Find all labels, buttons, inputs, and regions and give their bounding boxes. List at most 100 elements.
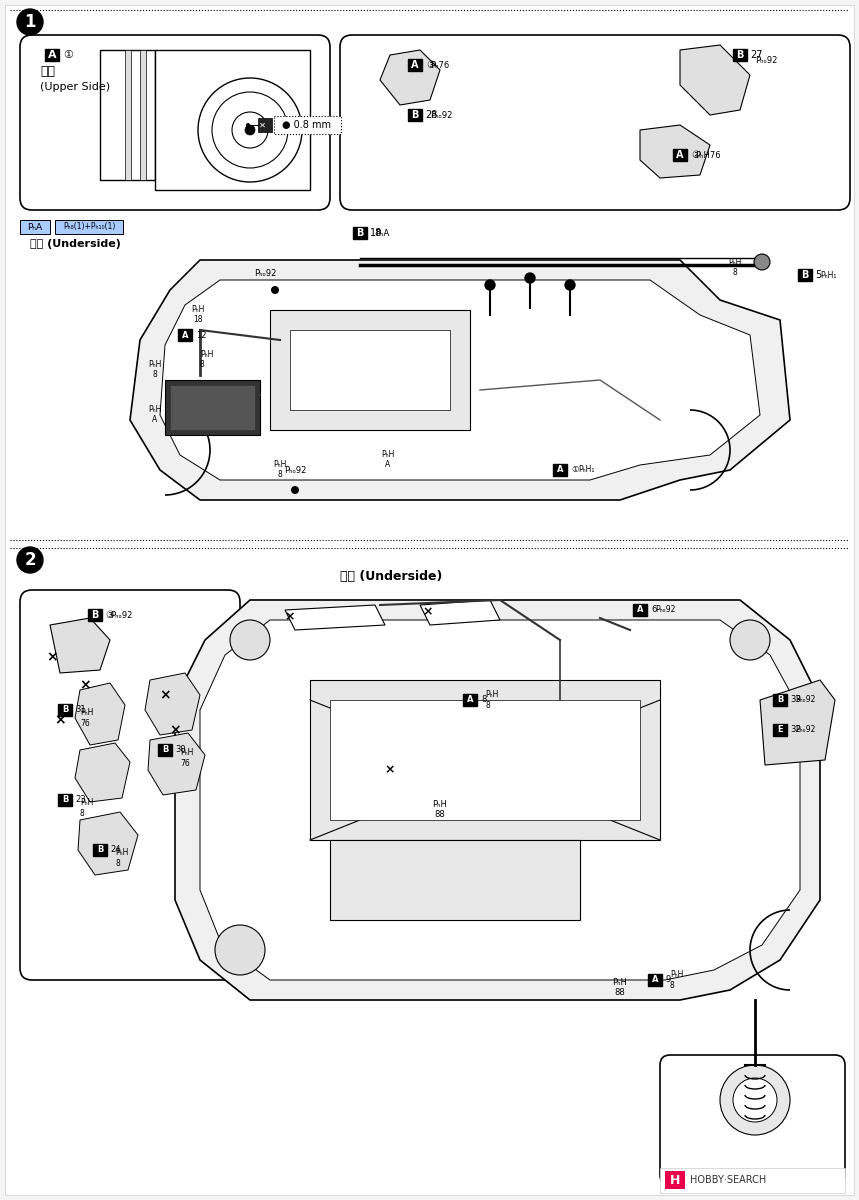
Text: Pₕ₈(1)+Pₕ₁₀(1): Pₕ₈(1)+Pₕ₁₀(1) [63, 222, 115, 232]
Bar [158, 744, 172, 756]
Text: 31: 31 [75, 706, 86, 714]
Text: A: A [466, 696, 473, 704]
Text: A: A [652, 976, 658, 984]
Polygon shape [200, 620, 800, 980]
FancyBboxPatch shape [274, 116, 341, 134]
Text: ×: × [159, 688, 171, 702]
Text: ×: × [79, 678, 91, 692]
Text: Pₕ76: Pₕ76 [430, 60, 449, 70]
Circle shape [754, 254, 770, 270]
Circle shape [17, 547, 43, 572]
Text: PₕH
76: PₕH 76 [180, 749, 193, 768]
Text: ×: × [385, 763, 395, 776]
Circle shape [245, 125, 255, 134]
Circle shape [733, 1078, 777, 1122]
Text: 1: 1 [24, 13, 36, 31]
Text: Pₕₒ92: Pₕₒ92 [795, 726, 815, 734]
Text: PₕH
88: PₕH 88 [612, 978, 627, 997]
Text: ③: ③ [426, 60, 435, 70]
Bar [55, 220, 123, 234]
Polygon shape [130, 260, 790, 500]
Text: B: B [97, 846, 103, 854]
Polygon shape [145, 673, 200, 734]
Text: 5: 5 [815, 270, 821, 280]
Bar [140, 50, 146, 180]
Text: 24: 24 [110, 846, 120, 854]
Circle shape [230, 620, 270, 660]
Text: 30: 30 [175, 745, 186, 755]
Text: 18: 18 [370, 228, 382, 238]
Text: PₕH
8: PₕH 8 [200, 350, 213, 370]
FancyBboxPatch shape [20, 590, 240, 980]
Text: B: B [801, 270, 808, 280]
Bar [648, 974, 662, 986]
Text: 27: 27 [750, 50, 763, 60]
Text: ×: × [54, 713, 66, 727]
Bar [330, 700, 640, 820]
Bar [633, 604, 647, 616]
Text: PₕA: PₕA [375, 228, 389, 238]
Polygon shape [75, 683, 125, 745]
Text: 8: 8 [481, 696, 486, 704]
FancyBboxPatch shape [660, 1055, 845, 1186]
Text: A: A [48, 50, 57, 60]
Polygon shape [380, 50, 440, 104]
Text: ①: ① [571, 466, 578, 474]
Text: 下側 (Underside): 下側 (Underside) [30, 239, 121, 248]
Text: Pₕₒ92: Pₕₒ92 [283, 466, 306, 475]
Text: 9: 9 [666, 976, 671, 984]
Text: 下側 (Underside): 下側 (Underside) [340, 570, 442, 583]
Text: B: B [62, 706, 68, 714]
Bar [165, 380, 260, 434]
Text: ②: ② [691, 150, 700, 160]
Bar [733, 49, 747, 61]
Text: B: B [161, 745, 168, 755]
Text: 33: 33 [790, 696, 801, 704]
Bar [408, 59, 422, 71]
Text: PₕH
8: PₕH 8 [149, 360, 161, 379]
Polygon shape [50, 618, 110, 673]
Text: A: A [637, 606, 643, 614]
Text: PₕH
8: PₕH 8 [670, 971, 684, 990]
Text: (Upper Side): (Upper Side) [40, 82, 110, 92]
Text: ①: ① [63, 50, 73, 60]
Circle shape [198, 78, 302, 182]
Text: B: B [91, 610, 99, 620]
FancyBboxPatch shape [20, 35, 330, 210]
Text: PₕH
76: PₕH 76 [80, 708, 94, 727]
Bar [773, 724, 787, 736]
Bar [665, 1171, 685, 1189]
Circle shape [271, 286, 279, 294]
Text: ✕: ✕ [259, 120, 265, 130]
Text: PₕH
8: PₕH 8 [485, 690, 498, 709]
Polygon shape [285, 605, 385, 630]
Circle shape [246, 122, 250, 127]
Text: 23: 23 [75, 796, 86, 804]
Circle shape [485, 280, 495, 290]
Bar [798, 269, 812, 281]
Text: ×: × [46, 650, 58, 664]
Bar [20, 220, 50, 234]
Bar [773, 694, 787, 706]
Bar [45, 49, 59, 61]
Bar [88, 608, 102, 622]
Text: PₕH
8: PₕH 8 [728, 258, 741, 277]
Bar [170, 385, 255, 430]
Circle shape [17, 8, 43, 35]
Text: A: A [676, 150, 684, 160]
Polygon shape [160, 280, 760, 480]
Bar [290, 330, 450, 410]
Circle shape [565, 280, 575, 290]
Bar [178, 329, 192, 341]
Bar [100, 50, 155, 180]
Text: ● 0.8 mm: ● 0.8 mm [282, 120, 331, 130]
Text: PₕH
88: PₕH 88 [433, 800, 448, 820]
Text: ③: ③ [105, 610, 113, 620]
Text: PₕH₁: PₕH₁ [820, 270, 837, 280]
Text: B: B [411, 110, 418, 120]
Bar [463, 694, 477, 706]
Text: A: A [411, 60, 418, 70]
Circle shape [212, 92, 288, 168]
Text: E: E [777, 726, 783, 734]
Text: 28: 28 [425, 110, 437, 120]
